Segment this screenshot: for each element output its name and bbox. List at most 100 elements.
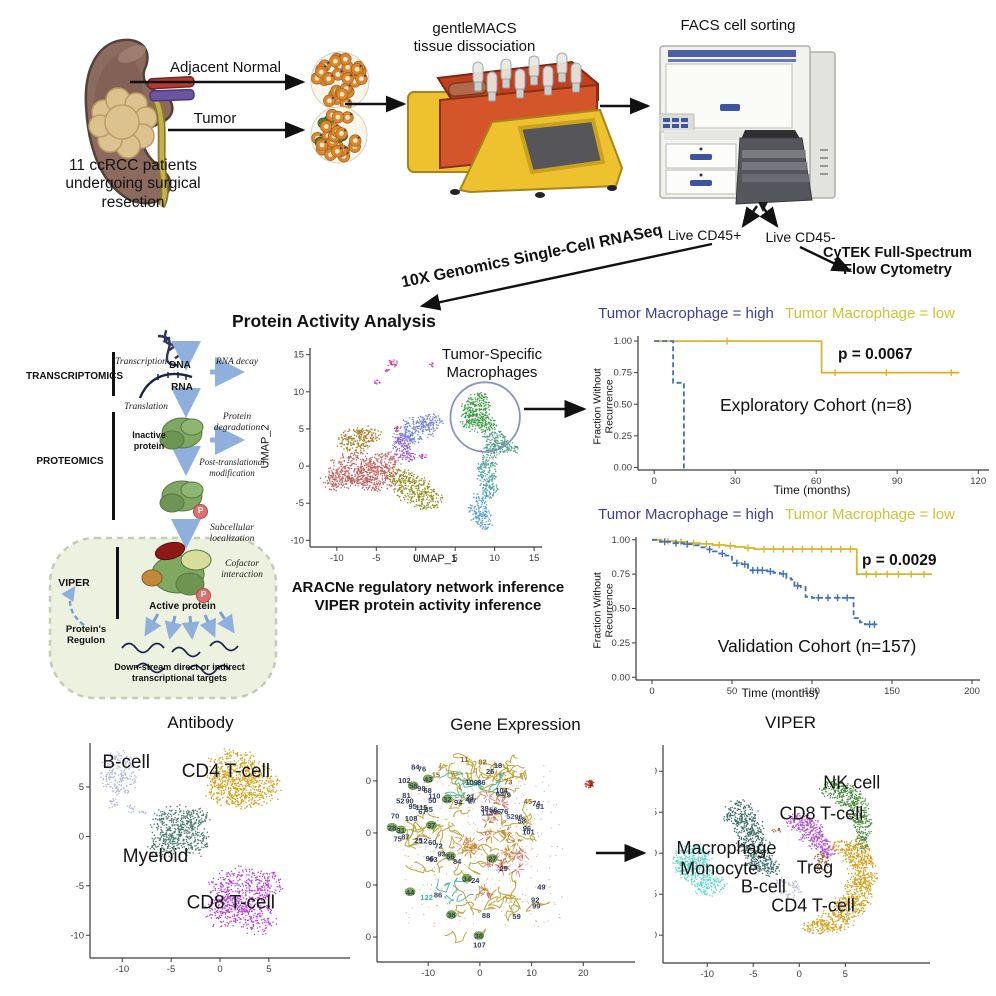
km2-cohort-label: Validation Cohort (n=157) bbox=[717, 636, 917, 656]
sample-tubes bbox=[472, 52, 582, 102]
gentlemacs-screen bbox=[517, 117, 606, 175]
facs-label: FACS cell sorting bbox=[680, 17, 796, 34]
renal-vein bbox=[149, 88, 195, 102]
inactive-protein-icon bbox=[159, 417, 204, 450]
gene-expression-chart: -1001020100-10-2084761182182615102431098… bbox=[365, 745, 635, 979]
viper-panel-title: VIPER bbox=[764, 713, 817, 732]
svg-text:30: 30 bbox=[730, 476, 741, 487]
svg-text:0.50: 0.50 bbox=[614, 399, 633, 410]
svg-text:0.50: 0.50 bbox=[612, 604, 631, 615]
km2-legend-high: Tumor Macrophage = high bbox=[598, 506, 774, 523]
svg-text:10: 10 bbox=[293, 387, 304, 398]
protein-activity-title: Protein Activity Analysis bbox=[232, 311, 436, 331]
svg-text:0.00: 0.00 bbox=[612, 672, 631, 683]
arrow-facs-split-left bbox=[741, 205, 761, 228]
protein-degradation-label: Protein degradation bbox=[213, 412, 261, 434]
live-cd45-neg-label: Live CD45- bbox=[765, 229, 836, 245]
cytek-label: CyTEK Full-Spectrum Flow Cytometry bbox=[822, 245, 973, 279]
modified-protein-icon bbox=[159, 480, 204, 513]
arrow-10x-rnaseq bbox=[419, 242, 713, 311]
gentlemacs-label: gentleMACS tissue dissociation bbox=[413, 20, 536, 55]
inactive-protein-label: Inactive protein bbox=[132, 430, 166, 451]
svg-text:200: 200 bbox=[964, 686, 980, 697]
svg-text:100: 100 bbox=[804, 686, 820, 697]
viper-section-label: VIPER bbox=[58, 577, 90, 589]
svg-text:5: 5 bbox=[453, 553, 458, 564]
km2-x-axis-label: Time (months) bbox=[741, 686, 819, 700]
umap-x-axis-label: UMAP_1 bbox=[412, 553, 458, 565]
svg-text:150: 150 bbox=[884, 686, 900, 697]
km1-legend-low: Tumor Macrophage = low bbox=[785, 305, 955, 322]
tumor-label: Tumor bbox=[193, 110, 237, 127]
kidney-illustration bbox=[84, 38, 195, 209]
viper-bubble bbox=[48, 536, 278, 700]
regulon-feedback-arrow bbox=[61, 586, 85, 626]
svg-text:0: 0 bbox=[299, 461, 304, 472]
svg-text:-5: -5 bbox=[372, 553, 380, 564]
patients-caption: 11 ccRCC patients undergoing surgical re… bbox=[65, 157, 201, 211]
svg-text:15: 15 bbox=[529, 553, 540, 564]
svg-text:-10: -10 bbox=[290, 535, 304, 546]
svg-text:-10: -10 bbox=[330, 553, 344, 564]
svg-text:0: 0 bbox=[649, 686, 654, 697]
active-protein-icon bbox=[141, 541, 212, 596]
km1-cohort-label: Exploratory Cohort (n=8) bbox=[719, 395, 913, 415]
antibody-panel-title: Antibody bbox=[167, 713, 234, 732]
km1-p-value: p = 0.0067 bbox=[838, 346, 913, 363]
facs-machine bbox=[659, 45, 836, 212]
aracne-caption: ARACNe regulatory network inference VIPE… bbox=[291, 579, 565, 614]
phospho-badge-2: P bbox=[196, 588, 211, 603]
rna-decay-label: RNA decay bbox=[215, 357, 259, 367]
tumor-specific-macrophages-label: Tumor-Specific Macrophages bbox=[441, 346, 543, 381]
phospho-badge-1: P bbox=[193, 504, 208, 519]
svg-text:0.25: 0.25 bbox=[614, 431, 633, 442]
regulon-label: Protein's Regulon bbox=[65, 624, 107, 647]
svg-text:50: 50 bbox=[727, 686, 738, 697]
km1-legend-high: Tumor Macrophage = high bbox=[598, 305, 774, 322]
pathway-art bbox=[48, 329, 278, 700]
km1-x-axis-label: Time (months) bbox=[773, 483, 851, 497]
dna-label: DNA bbox=[169, 360, 191, 371]
adjacent-normal-label: Adjacent Normal bbox=[170, 59, 281, 76]
transcription-label: Transcription bbox=[115, 357, 167, 367]
svg-text:60: 60 bbox=[811, 476, 822, 487]
subcellular-label: Subcellular localization bbox=[209, 523, 255, 545]
downstream-targets-label: Down-stream direct or indirect transcrip… bbox=[114, 662, 245, 683]
svg-text:1.00: 1.00 bbox=[612, 535, 631, 546]
cofactor-label: Cofactor interaction bbox=[221, 559, 263, 581]
svg-text:5: 5 bbox=[299, 424, 304, 435]
km-exploratory-chart: 0 30 60 90 120 0.00 0.25 0.50 0.75 1.00 bbox=[614, 336, 989, 487]
km2-y-axis-label: Fraction Without Recurrence bbox=[591, 572, 616, 649]
tissue-blob-normal bbox=[310, 51, 370, 111]
svg-text:0.75: 0.75 bbox=[612, 569, 631, 580]
gentlemacs-machine bbox=[407, 52, 624, 198]
svg-text:0: 0 bbox=[652, 476, 657, 487]
umap-main-chart: -10 -5 0 5 10 15 -10 -5 0 5 10 15 bbox=[290, 348, 542, 564]
svg-text:0.75: 0.75 bbox=[614, 368, 633, 379]
target-squiggles bbox=[121, 640, 239, 676]
tissue-blob-tumor bbox=[310, 106, 368, 164]
svg-text:120: 120 bbox=[970, 476, 986, 487]
rna-label: RNA bbox=[171, 382, 193, 393]
facs-chamber bbox=[735, 137, 813, 205]
kidney-tumor bbox=[88, 87, 158, 159]
arrow-facs-split-right bbox=[759, 205, 779, 228]
ptm-label: Post-translational modification bbox=[199, 457, 265, 478]
svg-text:0.00: 0.00 bbox=[614, 462, 633, 473]
km2-legend-low: Tumor Macrophage = low bbox=[785, 506, 955, 523]
svg-text:-5: -5 bbox=[296, 498, 304, 509]
svg-text:10: 10 bbox=[489, 553, 500, 564]
active-protein-label: Active protein bbox=[149, 601, 216, 612]
arrow-to-cytek bbox=[799, 245, 853, 273]
svg-text:90: 90 bbox=[892, 476, 903, 487]
gene-expression-panel-title: Gene Expression bbox=[450, 715, 581, 734]
svg-text:1.00: 1.00 bbox=[614, 336, 633, 347]
svg-text:0.25: 0.25 bbox=[612, 638, 631, 649]
antibody-chart: -10 -5 0 550-5-10B-cell CD4 T-cellMyeloidCD8… bbox=[70, 743, 350, 975]
proteomics-label: PROTEOMICS bbox=[36, 456, 104, 467]
live-cd45-pos-label: Live CD45+ bbox=[667, 227, 742, 243]
km1-y-axis-label: Fraction Without Recurrence bbox=[591, 368, 616, 445]
